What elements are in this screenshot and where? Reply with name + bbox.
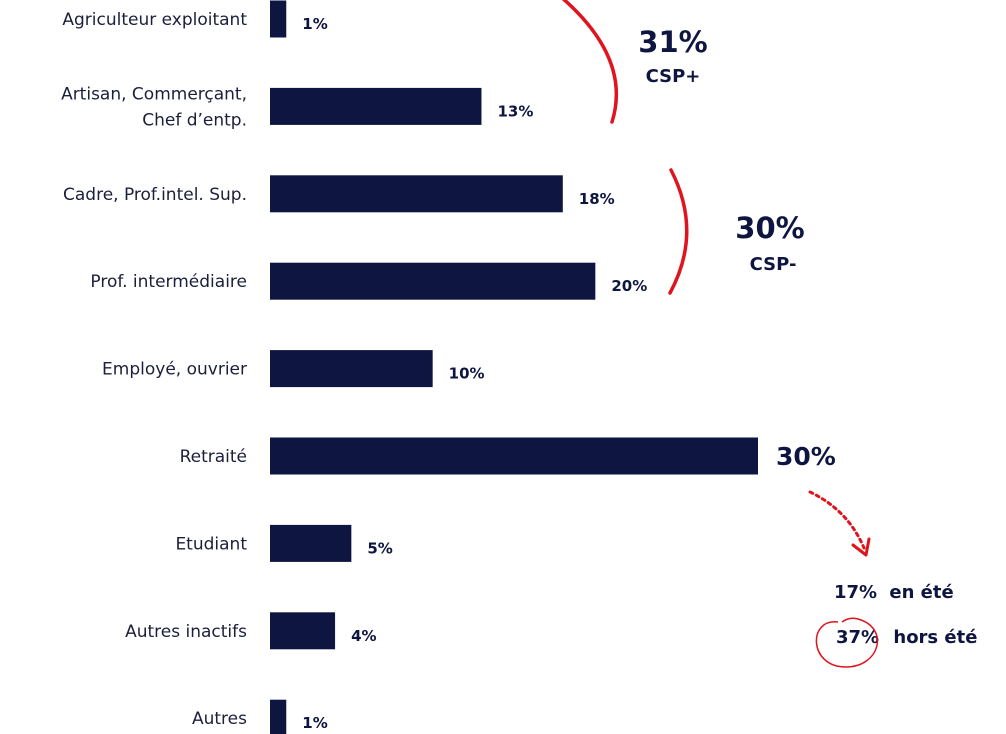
highlight-circle <box>815 617 879 668</box>
category-label-line: Cadre, Prof.intel. Sup. <box>63 185 247 205</box>
bar-prof-intermediaire <box>270 262 596 300</box>
bar-retraite <box>270 437 758 475</box>
bars-group <box>270 0 758 734</box>
bar-agriculteur-exploitant <box>270 0 287 38</box>
csp-minus-label: CSP- <box>750 254 797 275</box>
category-label-agriculteur-exploitant: Agriculteur exploitant <box>62 10 247 30</box>
category-label-line: Employé, ouvrier <box>102 360 247 380</box>
value-label-employe-ouvrier: 10% <box>449 365 485 383</box>
value-label-agriculteur-exploitant: 1% <box>302 15 327 33</box>
value-label-cadre-prof-intel-sup: 18% <box>579 190 615 208</box>
category-label-line: Autres inactifs <box>125 622 247 642</box>
category-label-employe-ouvrier: Employé, ouvrier <box>102 360 247 380</box>
category-label-line: Artisan, Commerçant, <box>61 84 247 104</box>
csp-minus-bracket <box>668 168 689 295</box>
csp-plus-bracket <box>561 0 619 124</box>
csp-plus-value: 31% <box>638 25 707 59</box>
category-label-line: Prof. intermédiaire <box>90 272 247 292</box>
category-label-artisan-commercant-chef-d-entp: Artisan, Commerçant, Chef d’entp. <box>61 84 247 130</box>
bar-autres-inactifs <box>270 612 336 650</box>
dotted-arrow <box>808 490 866 550</box>
value-label-autres: 1% <box>302 714 327 732</box>
summer-note: 17% en été <box>834 582 954 603</box>
csp-plus-label: CSP+ <box>646 66 701 87</box>
value-label-artisan-commercant-chef-d-entp: 13% <box>497 102 533 120</box>
category-labels-group: Agriculteur exploitant Artisan, Commerçan… <box>61 10 247 729</box>
category-label-line: Autres <box>192 709 247 729</box>
category-label-line: Agriculteur exploitant <box>62 10 247 30</box>
csp-minus-value: 30% <box>735 211 804 245</box>
off-season-note: 37% hors été <box>836 627 977 648</box>
category-label-autres: Autres <box>192 709 247 729</box>
off-season-text: hors été <box>893 627 977 648</box>
category-label-autres-inactifs: Autres inactifs <box>125 622 247 642</box>
value-label-etudiant: 5% <box>367 539 392 557</box>
value-labels-group: 1% 13% 18% 20% 10% 30% 5% 4% 1% <box>302 15 836 732</box>
category-label-cadre-prof-intel-sup: Cadre, Prof.intel. Sup. <box>63 185 247 205</box>
bar-cadre-prof-intel-sup <box>270 175 563 213</box>
value-label-prof-intermediaire: 20% <box>611 277 647 295</box>
summer-value: 17% <box>834 582 877 603</box>
bar-etudiant <box>270 524 352 562</box>
bar-employe-ouvrier <box>270 350 433 388</box>
category-label-line: Chef d’entp. <box>142 110 247 130</box>
value-label-autres-inactifs: 4% <box>351 627 376 645</box>
category-label-etudiant: Etudiant <box>175 534 247 554</box>
summer-text: en été <box>889 582 953 603</box>
off-season-value: 37% <box>836 627 879 648</box>
category-label-line: Etudiant <box>175 534 247 554</box>
category-label-retraite: Retraité <box>180 447 247 467</box>
bar-autres <box>270 699 287 734</box>
arrow-head-icon <box>851 537 871 557</box>
category-label-prof-intermediaire: Prof. intermédiaire <box>90 272 247 292</box>
value-label-retraite: 30% <box>776 442 836 471</box>
bar-artisan-commercant-chef-d-entp <box>270 87 482 125</box>
category-label-line: Retraité <box>180 447 247 467</box>
